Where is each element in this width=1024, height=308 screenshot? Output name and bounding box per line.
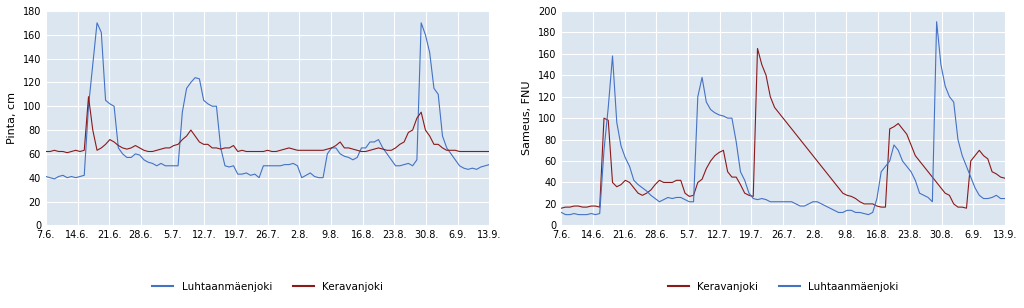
Luhtaanmäenjoki	[48, 177, 60, 181]
Luhtaanmäenjoki	[998, 197, 1011, 201]
Keravanjoki	[748, 195, 760, 198]
Keravanjoki	[82, 95, 94, 99]
Luhtaanmäenjoki	[730, 140, 742, 144]
Keravanjoki	[880, 205, 892, 209]
Luhtaanmäenjoki	[620, 156, 632, 160]
Luhtaanmäenjoki	[752, 198, 764, 201]
Luhtaanmäenjoki	[555, 211, 567, 214]
Y-axis label: Sameus, FNU: Sameus, FNU	[522, 81, 532, 156]
Keravanjoki	[994, 175, 1007, 179]
Luhtaanmäenjoki	[884, 159, 896, 163]
Y-axis label: Pinta, cm: Pinta, cm	[7, 92, 17, 144]
Keravanjoki	[373, 146, 385, 150]
Luhtaanmäenjoki	[559, 213, 571, 217]
Luhtaanmäenjoki	[108, 104, 120, 108]
Keravanjoki	[241, 150, 253, 153]
Keravanjoki	[368, 147, 380, 151]
Luhtaanmäenjoki	[931, 20, 943, 23]
Line: Luhtaanmäenjoki: Luhtaanmäenjoki	[561, 22, 1005, 215]
Luhtaanmäenjoki	[44, 176, 56, 180]
Legend: Luhtaanmäenjoki, Keravanjoki: Luhtaanmäenjoki, Keravanjoki	[148, 278, 387, 296]
Line: Keravanjoki: Keravanjoki	[561, 48, 1005, 208]
Luhtaanmäenjoki	[40, 175, 52, 178]
Keravanjoki	[219, 146, 231, 150]
Luhtaanmäenjoki	[483, 163, 496, 166]
Luhtaanmäenjoki	[564, 213, 577, 217]
Keravanjoki	[483, 150, 496, 153]
Keravanjoki	[555, 206, 567, 210]
Line: Keravanjoki: Keravanjoki	[46, 97, 489, 153]
Keravanjoki	[44, 150, 56, 153]
Line: Luhtaanmäenjoki: Luhtaanmäenjoki	[46, 23, 489, 179]
Keravanjoki	[40, 150, 52, 153]
Luhtaanmäenjoki	[880, 164, 892, 168]
Legend: Keravanjoki, Luhtaanmäenjoki: Keravanjoki, Luhtaanmäenjoki	[664, 278, 902, 296]
Keravanjoki	[61, 151, 74, 155]
Keravanjoki	[559, 205, 571, 209]
Keravanjoki	[108, 140, 120, 144]
Luhtaanmäenjoki	[368, 140, 380, 144]
Keravanjoki	[752, 47, 764, 50]
Keravanjoki	[614, 183, 627, 186]
Keravanjoki	[998, 176, 1011, 180]
Luhtaanmäenjoki	[219, 164, 231, 168]
Luhtaanmäenjoki	[91, 21, 103, 25]
Keravanjoki	[884, 127, 896, 131]
Luhtaanmäenjoki	[241, 171, 253, 175]
Luhtaanmäenjoki	[373, 138, 385, 141]
